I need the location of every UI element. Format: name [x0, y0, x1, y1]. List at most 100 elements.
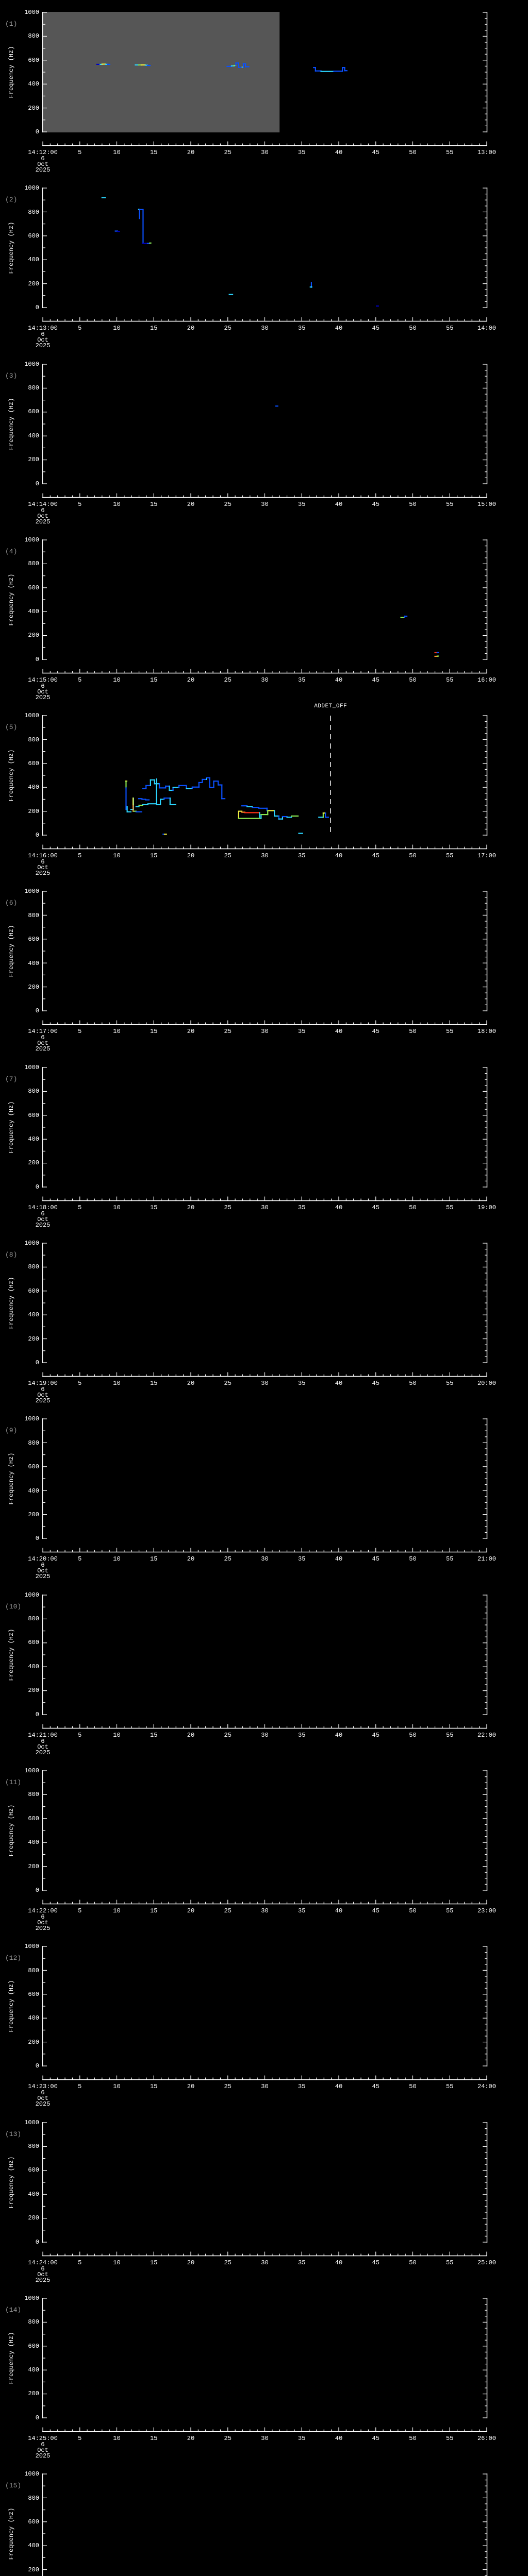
x-tick-label: 25 — [224, 852, 232, 860]
x-tick-label: 5 — [78, 852, 82, 860]
x-end-time-label: 25:00 — [477, 2259, 496, 2266]
x-tick-label: 40 — [335, 1731, 343, 1739]
x-tick-label: 50 — [409, 676, 417, 684]
x-tick-label: 35 — [298, 500, 306, 508]
x-end-time-label: 15:00 — [477, 500, 496, 508]
x-tick-label: 15 — [150, 676, 158, 684]
y-tick-label: 1000 — [24, 2119, 39, 2126]
plot-area — [42, 1946, 488, 2080]
y-tick-label: 200 — [28, 456, 39, 464]
y-tick-label: 0 — [35, 832, 39, 839]
x-tick-label: 20 — [187, 325, 195, 332]
plot-area — [42, 363, 488, 498]
date-year-label: 2025 — [35, 518, 51, 526]
y-tick-label: 800 — [28, 384, 39, 392]
x-end-time-label: 19:00 — [477, 1204, 496, 1211]
date-year-label: 2025 — [35, 2100, 51, 2108]
panel-number-label: (15) — [5, 2482, 22, 2490]
date-day-label: 6 — [41, 1913, 45, 1921]
y-tick-label: 800 — [28, 32, 39, 40]
x-tick-label: 20 — [187, 1204, 195, 1211]
spectrogram-panel: (8) Frequency (Hz) 0 200 400 600 800 1000 5 10 15 2… — [0, 1231, 528, 1406]
x-tick-label: 30 — [261, 2259, 269, 2266]
x-tick-label: 30 — [261, 500, 269, 508]
x-tick-label: 20 — [187, 676, 195, 684]
x-tick-label: 35 — [298, 325, 306, 332]
spectrogram-panel: (14) Frequency (Hz) 0 200 400 600 800 1000 5 10 15… — [0, 2286, 528, 2462]
y-tick-label: 200 — [28, 104, 39, 112]
date-month-label: Oct — [37, 1919, 48, 1926]
x-tick-label: 55 — [446, 1555, 454, 1563]
x-tick-label: 45 — [372, 2259, 380, 2266]
date-year-label: 2025 — [35, 1045, 51, 1053]
x-tick-label: 55 — [446, 1907, 454, 1914]
panel-number-label: (13) — [5, 2130, 22, 2138]
y-tick-label: 200 — [28, 2214, 39, 2222]
x-start-time-label: 14:14:00 — [28, 500, 58, 508]
date-day-label: 6 — [41, 1737, 45, 1745]
date-day-label: 6 — [41, 2265, 45, 2273]
x-tick-label: 25 — [224, 325, 232, 332]
y-tick-label: 600 — [28, 936, 39, 943]
x-tick-label: 10 — [113, 852, 121, 860]
y-tick-label: 0 — [35, 1710, 39, 1718]
x-tick-label: 5 — [78, 2259, 82, 2266]
panel-number-label: (14) — [5, 2306, 22, 2314]
y-tick-label: 400 — [28, 1311, 39, 1319]
spectrogram-panel: (5) Frequency (Hz) 0 200 400 600 800 1000 5 10 15 2… — [0, 703, 528, 879]
x-tick-label: 15 — [150, 149, 158, 156]
x-tick-label: 5 — [78, 1907, 82, 1914]
y-tick-label: 200 — [28, 1335, 39, 1343]
y-tick-label: 1000 — [24, 9, 39, 16]
y-tick-label: 0 — [35, 655, 39, 663]
x-tick-label: 40 — [335, 2259, 343, 2266]
x-tick-label: 25 — [224, 676, 232, 684]
x-tick-label: 40 — [335, 1380, 343, 1387]
y-axis-label: Frequency (Hz) — [8, 925, 15, 977]
x-tick-label: 50 — [409, 1028, 417, 1036]
date-year-label: 2025 — [35, 870, 51, 877]
x-tick-label: 25 — [224, 500, 232, 508]
x-tick-label: 25 — [224, 1731, 232, 1739]
y-tick-label: 1000 — [24, 1943, 39, 1951]
x-tick-label: 5 — [78, 1555, 82, 1563]
x-tick-label: 50 — [409, 2083, 417, 2091]
x-tick-label: 10 — [113, 2083, 121, 2091]
x-tick-label: 15 — [150, 1204, 158, 1211]
plot-area — [42, 539, 488, 674]
date-day-label: 6 — [41, 155, 45, 162]
y-axis-label: Frequency (Hz) — [8, 1277, 15, 1329]
x-tick-label: 40 — [335, 149, 343, 156]
y-tick-label: 600 — [28, 584, 39, 591]
date-day-label: 6 — [41, 1562, 45, 1569]
y-tick-label: 1000 — [24, 712, 39, 720]
panel-number-label: (1) — [5, 20, 18, 28]
y-tick-label: 600 — [28, 2342, 39, 2350]
spectrogram-panel: (12) Frequency (Hz) 0 200 400 600 800 1000 5 10 15… — [0, 1934, 528, 2110]
y-axis-label: Frequency (Hz) — [8, 398, 15, 450]
y-tick-label: 200 — [28, 1159, 39, 1167]
plot-area — [42, 2297, 488, 2432]
x-start-time-label: 14:17:00 — [28, 1028, 58, 1036]
y-tick-label: 0 — [35, 1535, 39, 1543]
y-tick-label: 800 — [28, 1791, 39, 1799]
date-month-label: Oct — [37, 512, 48, 520]
y-tick-label: 200 — [28, 2038, 39, 2046]
date-month-label: Oct — [37, 1392, 48, 1399]
x-tick-label: 5 — [78, 2083, 82, 2091]
y-tick-label: 1000 — [24, 360, 39, 368]
x-tick-label: 30 — [261, 325, 269, 332]
x-tick-label: 20 — [187, 2434, 195, 2442]
y-tick-label: 600 — [28, 1815, 39, 1822]
x-tick-label: 55 — [446, 1028, 454, 1036]
y-tick-label: 0 — [35, 1007, 39, 1015]
y-axis-label: Frequency (Hz) — [8, 1980, 15, 2032]
x-tick-label: 40 — [335, 1555, 343, 1563]
y-tick-label: 400 — [28, 1663, 39, 1670]
x-tick-label: 25 — [224, 1204, 232, 1211]
panel-number-label: (6) — [5, 899, 18, 907]
x-tick-label: 45 — [372, 1380, 380, 1387]
x-tick-label: 45 — [372, 2083, 380, 2091]
x-tick-label: 20 — [187, 852, 195, 860]
y-tick-label: 600 — [28, 1111, 39, 1119]
